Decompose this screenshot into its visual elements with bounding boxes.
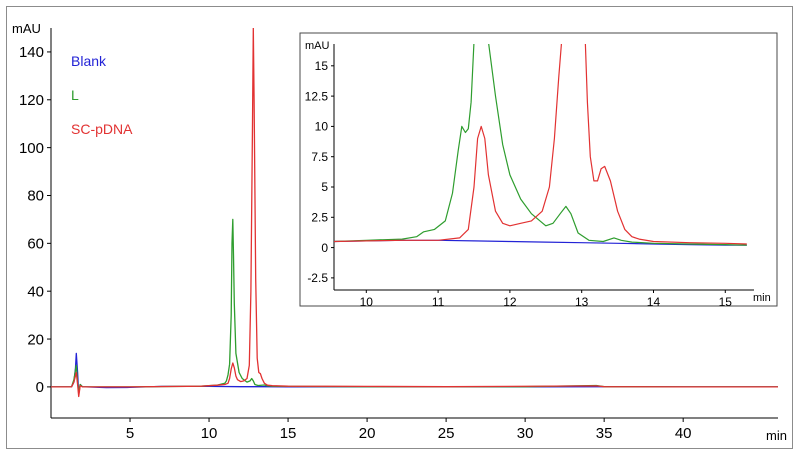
legend-entry-blank: Blank bbox=[71, 53, 107, 69]
main-y-tick-label: 20 bbox=[27, 331, 44, 348]
main-x-tick-label: 20 bbox=[359, 425, 376, 442]
inset-x-tick-label: 12 bbox=[503, 295, 517, 309]
inset-y-tick-label: 5 bbox=[321, 180, 328, 194]
main-x-tick-label: 5 bbox=[126, 425, 134, 442]
main-y-tick-label: 100 bbox=[19, 140, 44, 157]
main-x-tick-label: 40 bbox=[675, 425, 692, 442]
inset-x-tick-label: 11 bbox=[432, 295, 445, 309]
legend-entry-l: L bbox=[71, 87, 79, 103]
inset-y-tick-label: 12.5 bbox=[305, 89, 329, 103]
legend: Blank L SC-pDNA bbox=[71, 53, 133, 137]
main-y-tick-label: 0 bbox=[36, 379, 44, 396]
inset-y-tick-label: 15 bbox=[315, 59, 329, 73]
main-y-tick-label: 80 bbox=[27, 188, 44, 205]
inset-y-tick-label: -2.5 bbox=[307, 271, 328, 285]
main-series-lines bbox=[51, 28, 778, 398]
main-y-tick-label: 60 bbox=[27, 236, 44, 253]
main-y-ticks: 0 20 40 60 80 100 120 140 bbox=[19, 44, 51, 396]
inset-series-line-l bbox=[334, 44, 747, 246]
inset-y-tick-label: 10 bbox=[315, 120, 329, 134]
main-series-line-sc-pdna bbox=[51, 28, 778, 398]
inset-x-tick-label: 14 bbox=[647, 295, 661, 309]
main-x-axis-label: min bbox=[766, 428, 787, 443]
inset-frame bbox=[299, 32, 778, 307]
main-y-axis-label: mAU bbox=[12, 21, 41, 36]
inset-y-axis: mAU -2.5 0 2.5 5 7.5 10 12.5 15 bbox=[305, 40, 335, 290]
main-x-tick-label: 15 bbox=[280, 425, 297, 442]
inset-y-tick-label: 7.5 bbox=[311, 150, 328, 164]
main-x-tick-label: 35 bbox=[596, 425, 613, 442]
main-x-tick-label: 30 bbox=[517, 425, 534, 442]
inset-y-tick-label: 0 bbox=[321, 241, 328, 255]
main-x-ticks: 5 10 15 20 25 30 35 40 bbox=[126, 418, 692, 442]
main-y-tick-label: 140 bbox=[19, 44, 44, 61]
inset-x-ticks: 10 11 12 13 14 15 bbox=[360, 290, 733, 309]
inset-series-lines bbox=[334, 44, 747, 246]
inset-x-axis-label: min bbox=[753, 292, 771, 304]
main-y-tick-label: 40 bbox=[27, 283, 44, 300]
inset-series-line-sc-pdna bbox=[334, 44, 747, 245]
main-y-tick-label: 120 bbox=[19, 92, 44, 109]
main-x-tick-label: 25 bbox=[438, 425, 455, 442]
inset-x-tick-label: 15 bbox=[719, 295, 733, 309]
inset-x-tick-label: 13 bbox=[575, 295, 589, 309]
inset-y-axis-label: mAU bbox=[305, 40, 330, 52]
inset-y-ticks: -2.5 0 2.5 5 7.5 10 12.5 15 bbox=[305, 59, 334, 285]
inset-x-axis: min 10 11 12 13 14 15 bbox=[334, 289, 771, 309]
main-x-tick-label: 10 bbox=[201, 425, 218, 442]
inset-y-tick-label: 2.5 bbox=[311, 210, 328, 224]
legend-entry-sc-pdna: SC-pDNA bbox=[71, 121, 133, 137]
inset-x-tick-label: 10 bbox=[360, 295, 374, 309]
main-x-axis: min 5 10 15 20 25 30 35 40 bbox=[51, 417, 787, 443]
main-y-axis: mAU 0 20 40 60 80 100 120 140 bbox=[12, 21, 52, 418]
